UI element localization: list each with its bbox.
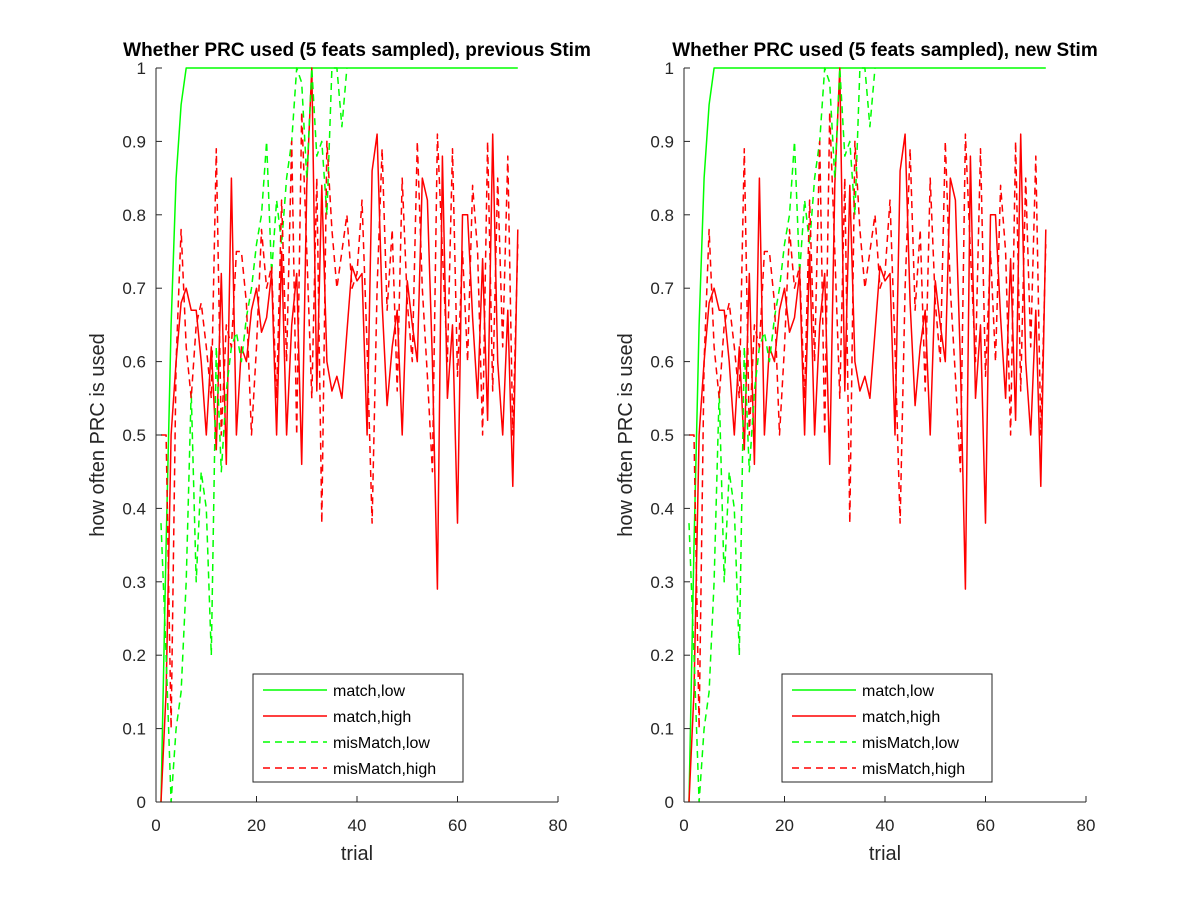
chart-panel-previous-stim: 0 20 40 60 80 0 0.1 0.2 0.3 0.4 0.5 0.6 0.7 0.8 0.9 1 W… [87, 40, 591, 865]
legend-box [252, 673, 464, 783]
y-tick-label: 0.4 [122, 499, 146, 518]
y-tick-label: 0.1 [122, 720, 146, 739]
y-tick-label: 0.8 [650, 206, 674, 225]
x-tick-label: 40 [876, 816, 895, 835]
legend: match,low match,high misMatch,low misMat… [781, 673, 993, 783]
series-line-match-high [688, 67, 1047, 803]
y-tick-label: 1 [665, 59, 674, 78]
legend-label-mismatch-low: misMatch,low [862, 735, 959, 752]
x-tick-label: 0 [679, 816, 688, 835]
x-tick-label: 80 [1077, 816, 1096, 835]
series-line-mismatch-low [688, 67, 876, 803]
x-tick-label: 60 [448, 816, 467, 835]
series-line-mismatch-high [161, 111, 519, 730]
series-line-match-low [160, 67, 518, 803]
legend-label-match-low: match,low [862, 683, 934, 700]
legend: match,low match,high misMatch,low misMat… [252, 673, 464, 783]
y-tick-label: 0.4 [650, 499, 674, 518]
series-line-match-high [160, 67, 519, 803]
series-line-mismatch-high [689, 111, 1047, 730]
y-tick-label: 0.7 [650, 279, 674, 298]
x-tick-label: 40 [348, 816, 367, 835]
y-tick-label: 0.3 [650, 573, 674, 592]
y-tick-label: 0 [665, 793, 674, 812]
legend-label-match-high: match,high [333, 709, 411, 726]
legend-box [781, 673, 993, 783]
y-axis-label: how often PRC is used [87, 333, 109, 536]
y-tick-label: 0.1 [650, 720, 674, 739]
plot-marks [160, 67, 519, 803]
legend-label-mismatch-low: misMatch,low [333, 735, 430, 752]
legend-label-mismatch-high: misMatch,high [862, 761, 965, 778]
x-axis-label: trial [341, 843, 373, 865]
y-tick-label: 0.6 [650, 353, 674, 372]
y-tick-label: 0.3 [122, 573, 146, 592]
series-line-match-low [688, 67, 1046, 803]
x-tick-label: 0 [151, 816, 160, 835]
legend-label-match-low: match,low [333, 683, 405, 700]
ticks: 0 20 40 60 80 0 0.1 0.2 0.3 0.4 0.5 0.6 0.7 0.8 0.9 1 [122, 59, 567, 835]
y-tick-label: 0.9 [650, 132, 674, 151]
y-tick-label: 0.2 [650, 646, 674, 665]
x-tick-label: 80 [549, 816, 568, 835]
y-tick-label: 0.2 [122, 646, 146, 665]
y-tick-label: 0.7 [122, 279, 146, 298]
chart-title: Whether PRC used (5 feats sampled), new … [672, 40, 1097, 61]
chart-panel-new-stim: 0 20 40 60 80 0 0.1 0.2 0.3 0.4 0.5 0.6 0.7 0.8 0.9 1 W… [615, 40, 1098, 865]
y-tick-label: 0.5 [122, 426, 146, 445]
y-tick-label: 0.5 [650, 426, 674, 445]
x-tick-label: 20 [247, 816, 266, 835]
legend-label-mismatch-high: misMatch,high [333, 761, 436, 778]
legend-label-match-high: match,high [862, 709, 940, 726]
y-tick-label: 0.8 [122, 206, 146, 225]
y-tick-label: 0 [137, 793, 146, 812]
x-axis-label: trial [869, 843, 901, 865]
y-tick-label: 1 [137, 59, 146, 78]
series-line-mismatch-low [160, 67, 348, 803]
y-tick-label: 0.9 [122, 132, 146, 151]
y-tick-label: 0.6 [122, 353, 146, 372]
x-tick-label: 60 [976, 816, 995, 835]
y-axis-label: how often PRC is used [615, 333, 637, 536]
chart-title: Whether PRC used (5 feats sampled), prev… [123, 40, 591, 61]
x-tick-label: 20 [775, 816, 794, 835]
plot-marks [688, 67, 1047, 803]
ticks: 0 20 40 60 80 0 0.1 0.2 0.3 0.4 0.5 0.6 0.7 0.8 0.9 1 [650, 59, 1095, 835]
